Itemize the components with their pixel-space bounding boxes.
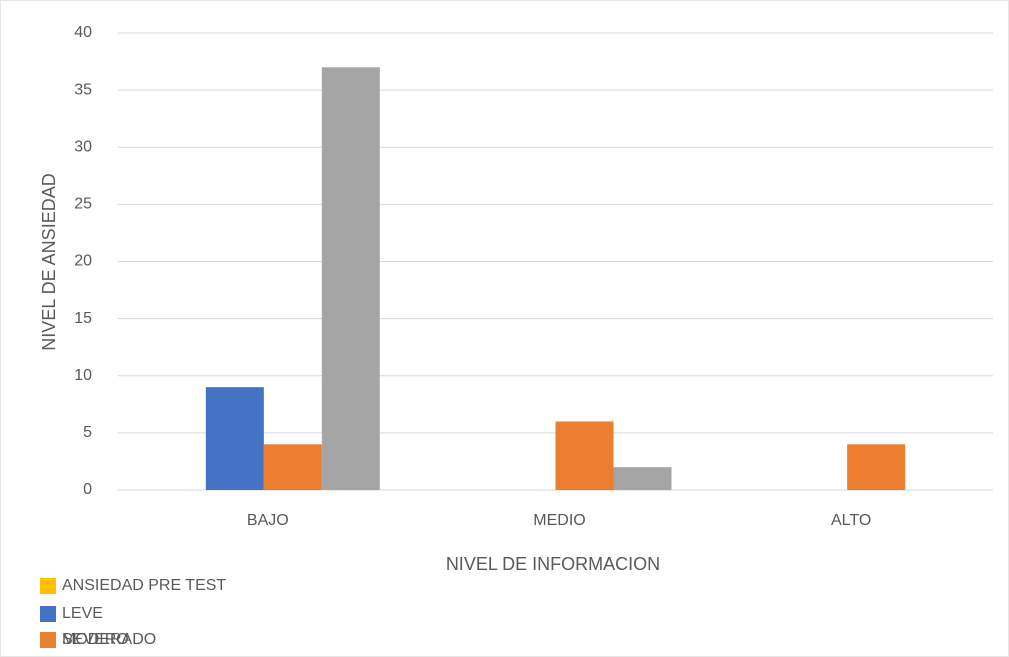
x-tick-label: MEDIO	[533, 512, 585, 529]
bar	[847, 444, 906, 490]
y-tick-label: 25	[74, 196, 92, 213]
legend-swatch	[40, 578, 56, 594]
legend-swatch	[40, 632, 56, 648]
legend-label: SEVERO	[62, 631, 129, 648]
y-tick-label: 15	[74, 310, 92, 327]
bar	[263, 444, 322, 490]
y-tick-label: 35	[74, 81, 92, 98]
x-axis-label: NIVEL DE INFORMACION	[446, 554, 660, 574]
y-tick-label: 20	[74, 253, 92, 270]
bar	[613, 467, 672, 490]
x-tick-label: ALTO	[831, 512, 871, 529]
y-axis-label: NIVEL DE ANSIEDAD	[39, 173, 59, 350]
y-tick-label: 40	[74, 24, 92, 41]
y-tick-label: 5	[83, 424, 92, 441]
legend-label: LEVE	[62, 605, 103, 622]
y-tick-label: 30	[74, 138, 92, 155]
y-tick-label: 0	[83, 481, 92, 498]
bar	[205, 387, 264, 490]
bar	[321, 67, 380, 491]
legend-swatch	[40, 606, 56, 622]
bar	[555, 421, 614, 490]
legend-label: ANSIEDAD PRE TEST	[62, 577, 226, 594]
legend-label: MODERADO	[62, 631, 156, 648]
x-tick-label: BAJO	[247, 512, 289, 529]
y-tick-label: 10	[74, 367, 92, 384]
